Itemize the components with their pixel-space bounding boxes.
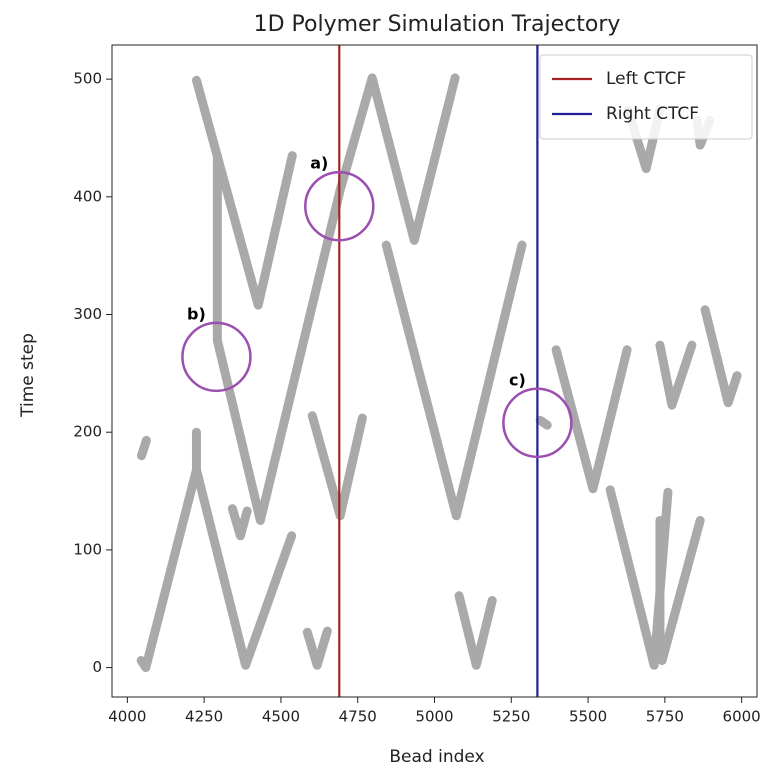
- trajectory: [551, 345, 632, 494]
- annotation-circle: [304, 170, 375, 242]
- trajectory: [655, 340, 697, 410]
- y-tick-label: 300: [73, 305, 102, 323]
- trajectory: [454, 591, 497, 670]
- y-tick-label: 200: [73, 423, 102, 441]
- y-tick-label: 500: [73, 70, 102, 88]
- plot-frame: [111, 44, 758, 698]
- y-axis-label: Time step: [18, 333, 38, 418]
- y-tick-label: 100: [73, 540, 102, 558]
- legend-box: [539, 54, 753, 140]
- x-tick-label: 5250: [492, 708, 530, 726]
- trajectory: [700, 305, 742, 408]
- trajectory: [227, 504, 252, 541]
- legend-label: Left CTCF: [606, 69, 686, 89]
- x-tick-label: 6000: [723, 708, 761, 726]
- y-tick-label: 0: [92, 658, 102, 676]
- legend-label: Right CTCF: [606, 104, 699, 124]
- trajectory: [381, 240, 527, 521]
- x-tick-label: 5000: [415, 708, 453, 726]
- x-tick-label: 4750: [339, 708, 377, 726]
- x-tick-label: 5750: [646, 708, 684, 726]
- annotation-label: c): [509, 370, 526, 389]
- trajectory: [657, 515, 705, 666]
- annotation-circle: [181, 321, 252, 393]
- x-tick-label: 4250: [185, 708, 223, 726]
- x-tick-label: 4000: [108, 708, 146, 726]
- annotation-circle: [502, 387, 573, 459]
- x-tick-label: 4500: [262, 708, 300, 726]
- x-axis-label: Bead index: [389, 747, 484, 767]
- x-tick-label: 5500: [569, 708, 607, 726]
- annotation-label: b): [187, 304, 206, 323]
- trajectory: [535, 415, 552, 430]
- trajectory: [136, 435, 151, 461]
- trajectory: [302, 626, 332, 670]
- annotation-label: a): [310, 154, 328, 173]
- chart-title: 1D Polymer Simulation Trajectory: [254, 12, 621, 37]
- y-tick-label: 400: [73, 187, 102, 205]
